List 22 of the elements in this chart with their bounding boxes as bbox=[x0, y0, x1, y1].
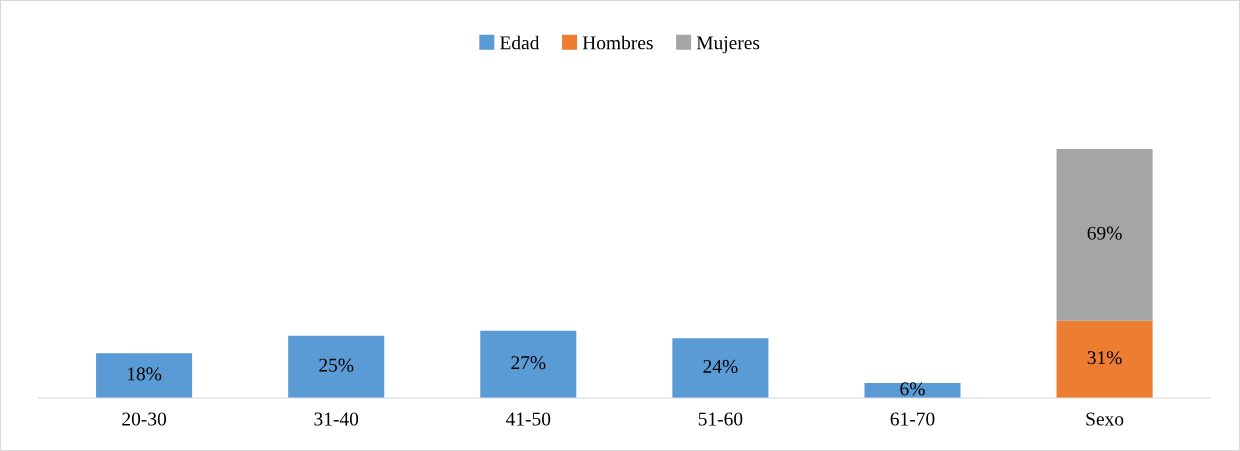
legend-label: Mujeres bbox=[696, 36, 760, 54]
x-tick-label: 41-50 bbox=[505, 412, 551, 426]
data-label: 6% bbox=[900, 382, 925, 396]
legend-label: Edad bbox=[500, 35, 540, 50]
bar bbox=[480, 330, 577, 399]
data-label: 24% bbox=[703, 359, 738, 374]
data-label: 31% bbox=[1087, 351, 1122, 365]
x-tick-label: 51-60 bbox=[698, 412, 743, 426]
x-tick-label: 20-30 bbox=[122, 412, 167, 426]
x-tick-label: 61-70 bbox=[890, 412, 935, 426]
bar bbox=[1056, 148, 1153, 321]
legend-label: Hombres bbox=[582, 35, 653, 50]
bar bbox=[288, 335, 385, 399]
bar bbox=[1056, 320, 1153, 399]
bar bbox=[672, 338, 769, 399]
bar bbox=[96, 353, 193, 399]
data-label: 18% bbox=[127, 367, 162, 381]
data-label: 25% bbox=[319, 358, 354, 372]
data-label: 27% bbox=[511, 356, 546, 370]
x-tick-label: Sexo bbox=[1086, 412, 1124, 426]
x-tick-label: 31-40 bbox=[314, 412, 359, 426]
data-label: 69% bbox=[1087, 226, 1122, 240]
